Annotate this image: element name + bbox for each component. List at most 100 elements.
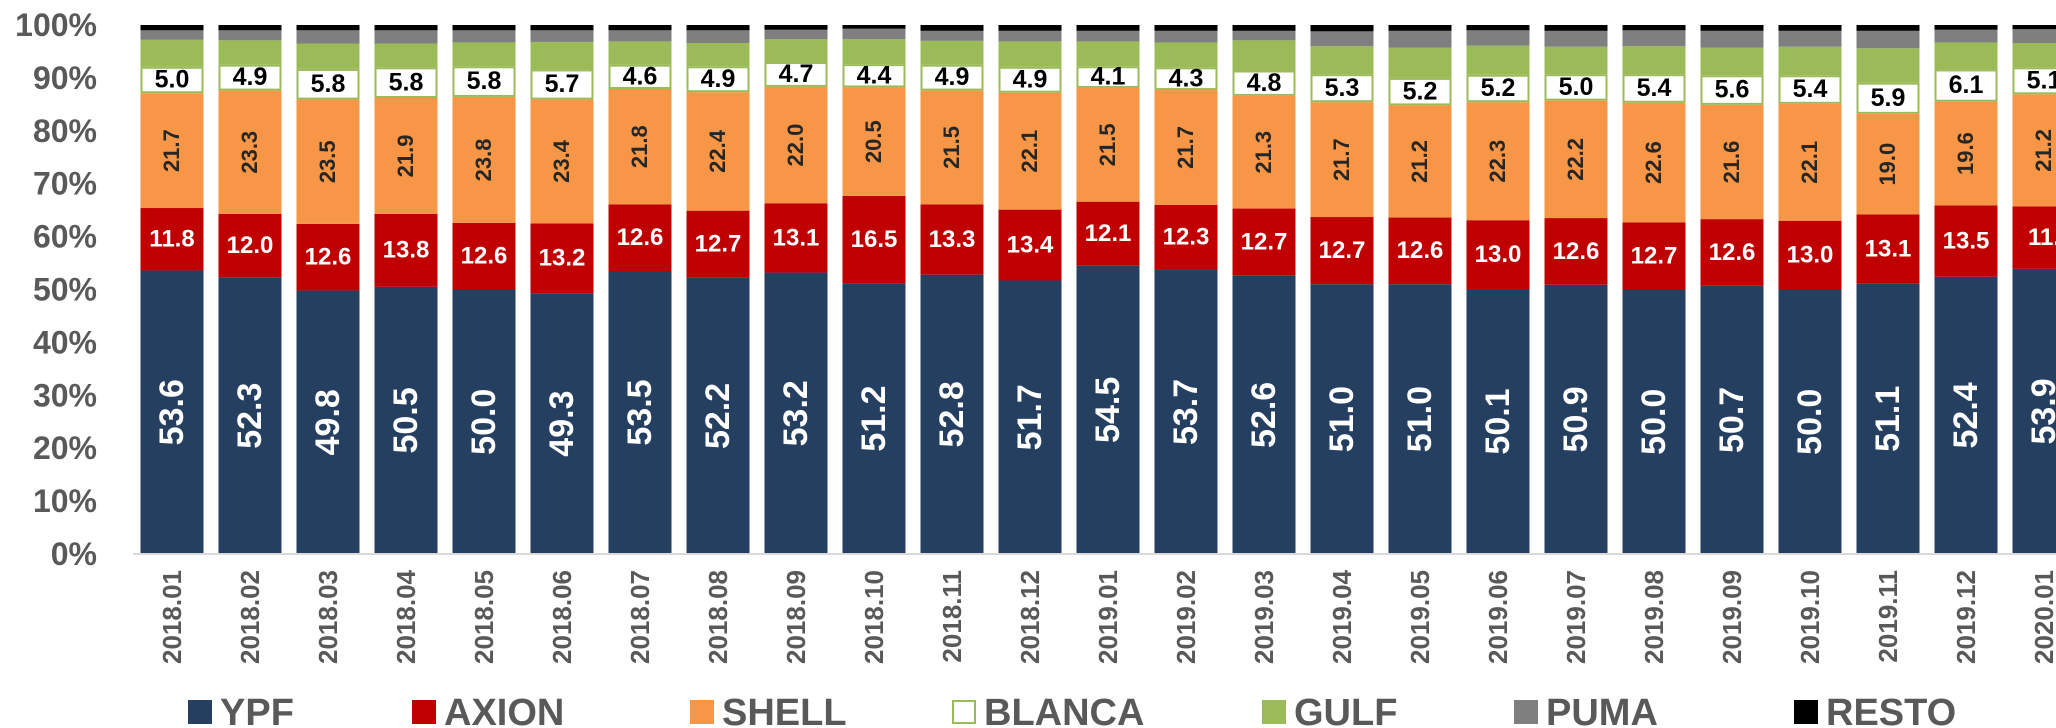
bar-segment-gulf xyxy=(1232,40,1296,71)
bar-segment-blanca xyxy=(1934,69,1998,102)
data-label-ypf: 50.7 xyxy=(1713,387,1751,453)
data-labels-layer: 53.6 11.8 21.7 5.0 52.3 12.0 23.3 4.9 49.8 12.6 23… xyxy=(149,60,2056,457)
bar-segment-gulf xyxy=(218,40,282,65)
bar-segment-resto xyxy=(1388,25,1452,31)
bar-segment-ypf xyxy=(218,277,282,554)
legend-label-ypf: YPF xyxy=(220,692,294,728)
bar-segment-axion xyxy=(920,204,984,275)
bar-segment-resto xyxy=(2012,25,2056,30)
bar-segment-gulf xyxy=(1856,48,1920,83)
legend-swatch-puma xyxy=(1514,700,1538,724)
bar-segment-ypf xyxy=(296,290,360,554)
bar-segment-shell xyxy=(608,89,672,205)
bar-segment-ypf xyxy=(1388,284,1452,554)
x-tick-label: 2020.01 xyxy=(2029,570,2056,664)
bar-segment-gulf xyxy=(764,39,828,63)
bar-segment-shell xyxy=(998,92,1062,210)
data-label-ypf: 51.0 xyxy=(1401,386,1439,452)
legend-swatch-ypf xyxy=(188,700,212,724)
data-label-ypf: 51.2 xyxy=(855,385,893,451)
bar-segment-resto xyxy=(764,25,828,30)
data-label-shell: 21.7 xyxy=(1173,126,1198,169)
bar-segment-shell xyxy=(920,90,984,205)
data-label-axion: 13.0 xyxy=(1475,241,1522,268)
bar-segment-resto xyxy=(686,25,750,31)
bar-segment-puma xyxy=(452,30,516,43)
bar-segment-blanca xyxy=(218,64,282,91)
bar-segment-resto xyxy=(218,25,282,31)
bar-segment-ypf xyxy=(1466,288,1530,554)
bar-segment-ypf xyxy=(1778,289,1842,554)
x-tick-label: 2019.10 xyxy=(1795,570,1825,664)
data-label-blanca: 4.4 xyxy=(857,61,892,89)
data-label-axion: 12.7 xyxy=(695,231,742,258)
data-label-axion: 13.1 xyxy=(1865,235,1912,262)
data-label-ypf: 53.6 xyxy=(153,379,191,445)
data-label-shell: 21.3 xyxy=(1251,131,1276,174)
bar-segment-ypf xyxy=(1856,283,1920,554)
y-tick-label: 80% xyxy=(33,113,97,149)
y-tick-label: 20% xyxy=(33,430,97,466)
bar-segment-gulf xyxy=(1466,45,1530,75)
data-label-ypf: 52.8 xyxy=(933,381,971,447)
bar-segment-puma xyxy=(1934,29,1998,43)
bar-segment-puma xyxy=(218,30,282,41)
data-label-shell: 21.7 xyxy=(159,129,184,172)
bars-layer xyxy=(140,25,2056,554)
x-tick-label: 2018.11 xyxy=(937,570,967,663)
bar-segment-axion xyxy=(608,204,672,271)
data-label-axion: 12.3 xyxy=(1163,224,1210,251)
data-label-blanca: 4.9 xyxy=(701,65,736,93)
bar-segment-axion xyxy=(1310,217,1374,285)
data-label-ypf: 51.0 xyxy=(1323,386,1361,452)
data-label-blanca: 5.0 xyxy=(1559,73,1594,101)
data-label-ypf: 53.5 xyxy=(621,379,659,445)
bar-segment-ypf xyxy=(1232,275,1296,554)
bar-segment-axion xyxy=(842,195,906,284)
bar-segment-puma xyxy=(1778,30,1842,47)
bar-segment-axion xyxy=(1856,214,1920,284)
bar-segment-ypf xyxy=(452,289,516,554)
bar-segment-axion xyxy=(686,210,750,278)
bar-segment-shell xyxy=(2012,94,2056,207)
bar-segment-gulf xyxy=(140,39,204,67)
data-label-axion: 13.5 xyxy=(1943,227,1990,254)
bar-segment-resto xyxy=(1154,25,1218,31)
data-label-blanca: 4.1 xyxy=(1091,63,1126,91)
legend-swatch-gulf xyxy=(1262,700,1286,724)
bar-segment-gulf xyxy=(842,39,906,65)
data-label-axion: 13.1 xyxy=(773,224,820,251)
legend-swatch-resto xyxy=(1794,700,1818,724)
bar-segment-puma xyxy=(920,30,984,41)
bar-segment-gulf xyxy=(452,42,516,67)
data-label-axion: 12.6 xyxy=(1553,238,1600,265)
data-label-blanca: 5.4 xyxy=(1793,75,1828,103)
bar-segment-blanca xyxy=(998,66,1062,93)
x-tick-label: 2018.09 xyxy=(781,570,811,664)
bar-segment-ypf xyxy=(920,274,984,554)
data-label-blanca: 5.4 xyxy=(1637,74,1672,102)
data-label-axion: 13.0 xyxy=(1787,241,1834,268)
x-tick-label: 2019.12 xyxy=(1951,570,1981,664)
x-tick-label: 2019.11 xyxy=(1873,570,1903,663)
bar-segment-axion xyxy=(1232,208,1296,276)
bar-segment-gulf xyxy=(920,40,984,65)
bar-segment-blanca xyxy=(1466,74,1530,103)
bar-segment-blanca xyxy=(920,64,984,91)
y-tick-label: 50% xyxy=(33,272,97,308)
data-label-axion: 16.5 xyxy=(851,226,898,253)
x-tick-label: 2019.06 xyxy=(1483,570,1513,664)
bar-segment-puma xyxy=(1232,30,1296,41)
data-label-blanca: 4.6 xyxy=(623,62,658,90)
bar-segment-puma xyxy=(1466,30,1530,46)
bar-segment-shell xyxy=(1544,100,1608,219)
data-label-axion: 12.6 xyxy=(617,224,664,251)
bar-segment-gulf xyxy=(1154,42,1218,68)
bar-segment-resto xyxy=(296,25,360,31)
bar-segment-axion xyxy=(1466,220,1530,289)
bar-segment-blanca xyxy=(296,68,360,100)
bar-segment-resto xyxy=(374,25,438,31)
legend-label-blanca: BLANCA xyxy=(984,692,1144,728)
data-label-shell: 21.7 xyxy=(1329,138,1354,181)
data-label-ypf: 49.3 xyxy=(543,391,581,457)
